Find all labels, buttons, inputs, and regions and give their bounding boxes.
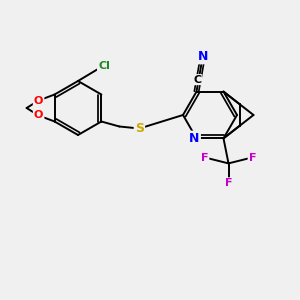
Text: N: N [189, 132, 200, 145]
Text: O: O [34, 110, 43, 121]
Text: F: F [249, 153, 256, 164]
Text: S: S [135, 122, 144, 135]
Text: F: F [201, 153, 208, 164]
Text: N: N [198, 50, 209, 63]
Text: O: O [34, 95, 43, 106]
Text: F: F [225, 178, 232, 188]
Text: C: C [194, 75, 202, 85]
Text: Cl: Cl [98, 61, 110, 71]
